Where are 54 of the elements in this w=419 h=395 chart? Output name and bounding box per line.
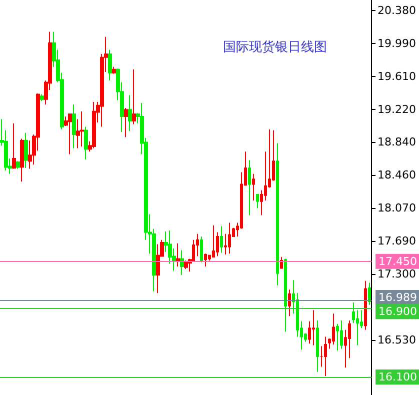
candlestick	[256, 194, 259, 209]
candlestick	[156, 244, 160, 294]
candlestick	[68, 113, 72, 155]
y-tick-label: 18.840	[378, 136, 416, 149]
candlestick	[176, 242, 180, 267]
candlestick	[368, 282, 371, 306]
candlestick	[204, 253, 207, 267]
candlestick	[324, 336, 327, 377]
candlestick	[252, 173, 255, 201]
candlestick	[248, 160, 251, 216]
text: 国际现货银日线图	[223, 40, 327, 55]
candlestick	[316, 320, 319, 372]
candlestick	[340, 320, 343, 350]
y-tick-label: 19.610	[378, 70, 416, 83]
candlestick	[332, 313, 335, 345]
candlestick	[336, 323, 339, 351]
candlestick	[20, 138, 24, 182]
y-tick-label: 18.070	[378, 202, 416, 215]
ref-line-label: 16.989	[378, 291, 418, 304]
candlestick	[24, 132, 28, 168]
candlestick	[220, 226, 223, 254]
candlestick	[196, 233, 199, 257]
y-tick-label: 18.460	[378, 168, 416, 182]
y-tick-label: 19.990	[378, 37, 416, 50]
y-tick-label: 16.530	[378, 334, 416, 347]
y-tick-label: 17.300	[378, 268, 416, 281]
ref-line-label: 16.100	[378, 370, 418, 384]
candlestick	[364, 280, 367, 330]
candlestick	[132, 68, 136, 125]
candlestick	[284, 258, 287, 332]
candlestick	[180, 250, 184, 276]
candlestick	[84, 126, 88, 160]
ref-line-label: 17.450	[378, 254, 418, 268]
y-tick-label: 17.690	[378, 234, 416, 248]
candlestick	[184, 260, 188, 270]
candlestick	[128, 94, 132, 132]
candlestick	[80, 110, 84, 148]
candlestick	[288, 289, 291, 317]
candlestick	[228, 222, 231, 254]
candlestick	[124, 107, 128, 138]
y-tick-label: 20.380	[378, 4, 416, 17]
candlestick	[112, 66, 116, 74]
candlestick	[200, 236, 203, 263]
candlestick	[108, 49, 112, 82]
candlestick	[72, 104, 76, 149]
candlestick	[16, 160, 20, 170]
candlestick	[92, 101, 96, 149]
ref-line-label: 16.900	[378, 305, 418, 318]
candlestick	[40, 94, 44, 102]
candlestick	[12, 122, 16, 170]
candlestick	[276, 142, 279, 286]
y-tick-label: 19.220	[378, 103, 416, 116]
candlestick	[212, 224, 215, 258]
candlestick	[312, 310, 315, 346]
